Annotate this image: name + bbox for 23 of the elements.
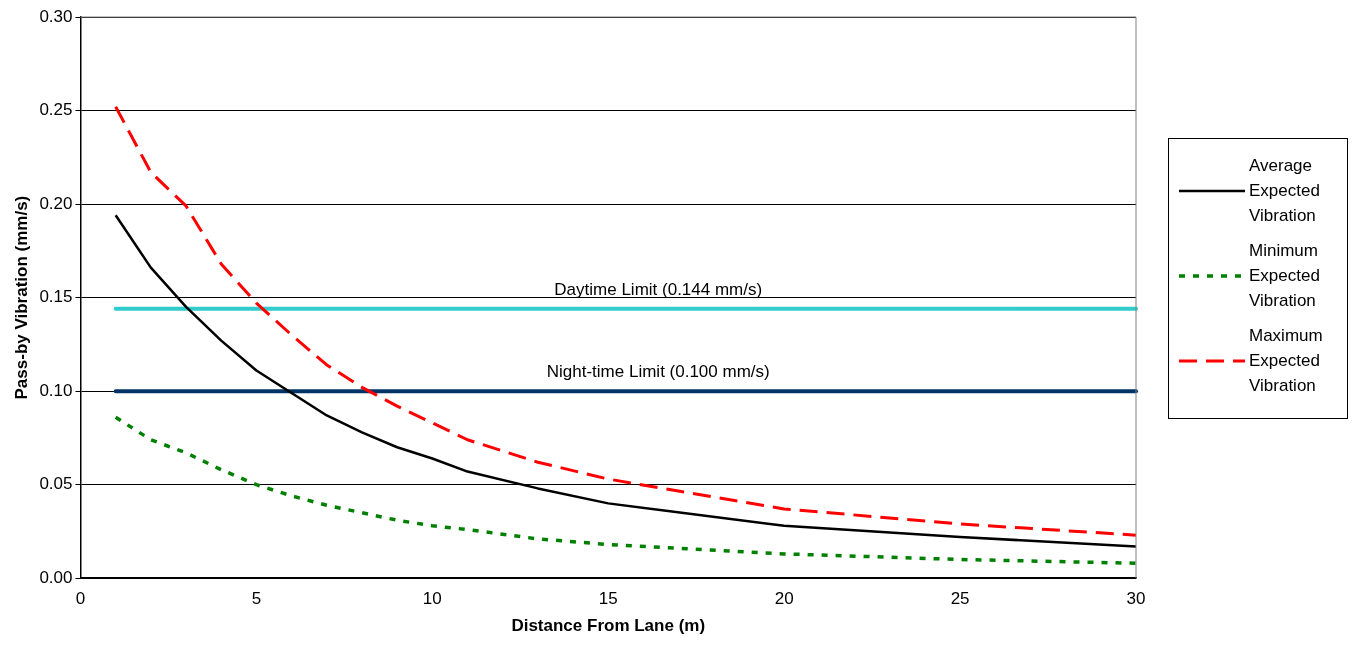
y-tick-label: 0.15 xyxy=(39,287,73,307)
legend-label: Minimum Expected Vibration xyxy=(1249,240,1321,312)
x-tick-label: 25 xyxy=(950,589,970,609)
legend-label: Maximum Expected Vibration xyxy=(1249,325,1324,397)
x-tick-label: 5 xyxy=(251,589,262,609)
ref-line-label: Daytime Limit (0.144 mm/s) xyxy=(554,280,763,300)
y-tick-label: 0.25 xyxy=(39,100,73,120)
x-tick-label: 15 xyxy=(598,589,618,609)
x-tick-label: 30 xyxy=(1126,589,1146,609)
x-tick-label: 10 xyxy=(422,589,442,609)
line-series xyxy=(114,105,1136,537)
y-tick-label: 0.20 xyxy=(39,193,73,213)
ref-line-label: Night-time Limit (0.100 mm/s) xyxy=(546,362,770,382)
x-axis-title: Distance From Lane (m) xyxy=(511,616,706,636)
y-tick-label: 0.00 xyxy=(39,567,73,587)
line-series xyxy=(113,415,1136,565)
legend-label: Average Expected Vibration xyxy=(1249,155,1321,227)
y-tick-label: 0.05 xyxy=(39,474,73,494)
y-tick-label: 0.30 xyxy=(39,6,73,26)
x-tick-label: 0 xyxy=(75,589,86,609)
y-axis-title: Pass-by Vibration (mm/s) xyxy=(11,195,31,400)
x-tick-label: 20 xyxy=(774,589,794,609)
y-tick-label: 0.10 xyxy=(39,380,73,400)
